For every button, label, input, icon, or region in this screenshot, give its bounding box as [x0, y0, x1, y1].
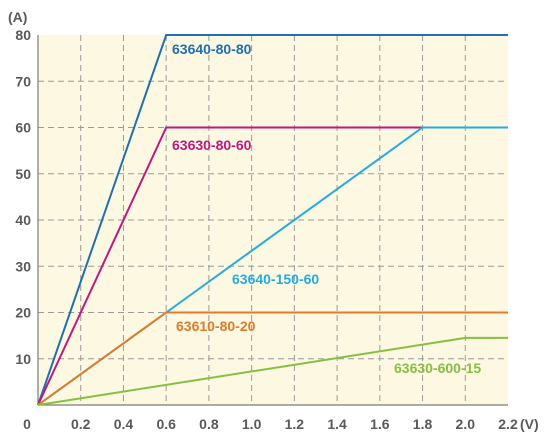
series-line-63640-80-80 — [37, 34, 508, 406]
y-tick-label: 20 — [15, 305, 31, 321]
y-tick-label: 50 — [15, 166, 31, 182]
x-tick-label: 0.2 — [71, 416, 91, 432]
series-lines — [37, 34, 508, 406]
x-tick-label: 0 — [23, 416, 31, 432]
y-tick-label: 70 — [15, 73, 31, 89]
y-tick-label: 30 — [15, 258, 31, 274]
y-axis-unit: (A) — [8, 9, 27, 25]
y-tick-label: 10 — [15, 351, 31, 367]
axes — [37, 35, 508, 406]
y-tick-label: 80 — [15, 27, 31, 43]
series-label: 63630-80-60 — [172, 137, 252, 153]
series-label: 63630-600-15 — [394, 360, 481, 376]
x-tick-label: 1.4 — [327, 416, 347, 432]
series-line-63630-600-15 — [37, 336, 508, 406]
x-tick-label: 0.4 — [114, 416, 134, 432]
x-tick-label: 0.8 — [199, 416, 219, 432]
x-tick-label: 0.6 — [156, 416, 176, 432]
x-tick-label: 2.2 — [498, 416, 518, 432]
y-tick-label: 60 — [15, 120, 31, 136]
x-tick-label: 1.0 — [242, 416, 262, 432]
y-tick-label: 40 — [15, 212, 31, 228]
x-tick-label: 2.0 — [456, 416, 476, 432]
series-label: 63610-80-20 — [176, 318, 256, 334]
x-tick-label: 1.2 — [285, 416, 305, 432]
labels: 0 0.2 0.4 0.6 0.8 1.0 1.2 1.4 1.6 1.8 2.0 2.2 10 20 30… — [15, 27, 518, 432]
series-label: 63640-80-80 — [172, 41, 252, 57]
x-tick-label: 1.8 — [413, 416, 433, 432]
series-line-63610-80-20 — [37, 311, 508, 406]
x-axis-unit: (V) — [520, 416, 539, 432]
x-tick-label: 1.6 — [370, 416, 390, 432]
series-line-63630-80-60 — [37, 126, 423, 406]
series-label: 63640-150-60 — [232, 271, 319, 287]
